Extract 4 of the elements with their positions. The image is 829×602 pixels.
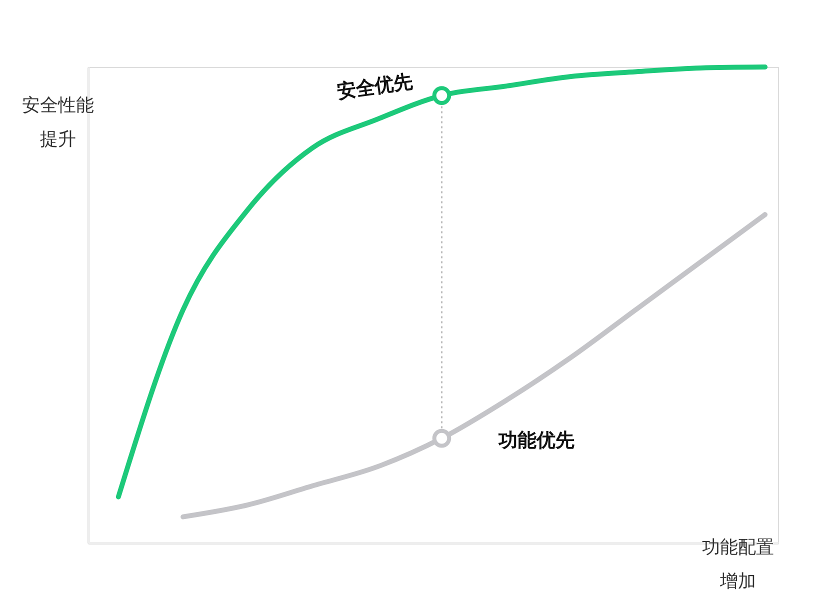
y-axis-title: 安全性能提升 — [22, 95, 94, 150]
series-label: 功能优先 — [498, 429, 575, 452]
text: 安全优先 — [336, 70, 414, 103]
x-axis-title: 功能配置增加 — [702, 537, 774, 592]
